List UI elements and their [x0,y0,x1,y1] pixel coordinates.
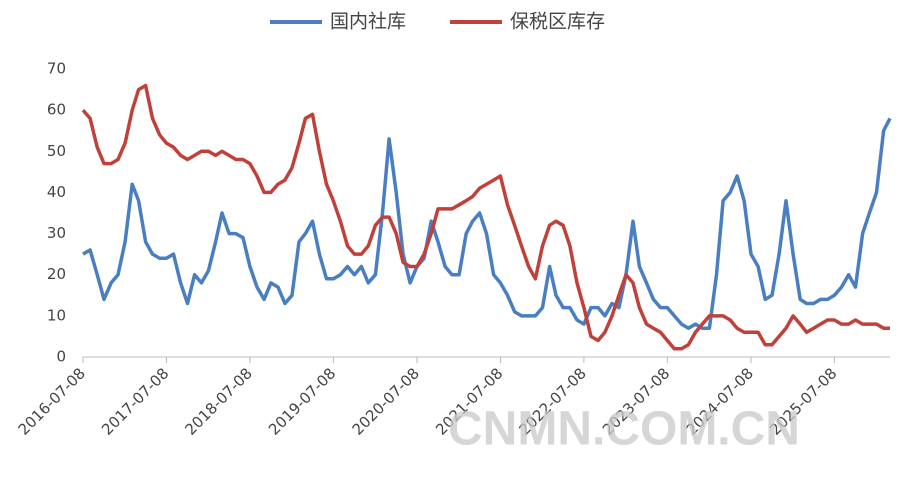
legend-label: 国内社库 [330,11,406,33]
y-tick-label: 40 [47,183,66,201]
y-tick-label: 70 [47,60,66,78]
x-tick-label: 2020-07-08 [349,364,423,438]
x-tick-label: 2019-07-08 [265,364,339,438]
x-tick-label: 2016-07-08 [15,364,89,438]
line-series [81,83,890,351]
x-tick-label: 2018-07-08 [182,364,256,438]
watermark: CNMN.COM.CN [448,403,800,456]
y-tick-label: 20 [47,265,66,283]
legend-label: 保税区库存 [510,11,605,33]
y-tick-label: 10 [47,306,66,324]
x-tick-label: 2017-07-08 [98,364,172,438]
y-tick-label: 50 [47,142,66,160]
line-series [82,117,892,330]
y-tick-label: 30 [47,224,66,242]
y-tick-label: 60 [47,101,66,119]
y-tick-label: 0 [56,348,66,366]
